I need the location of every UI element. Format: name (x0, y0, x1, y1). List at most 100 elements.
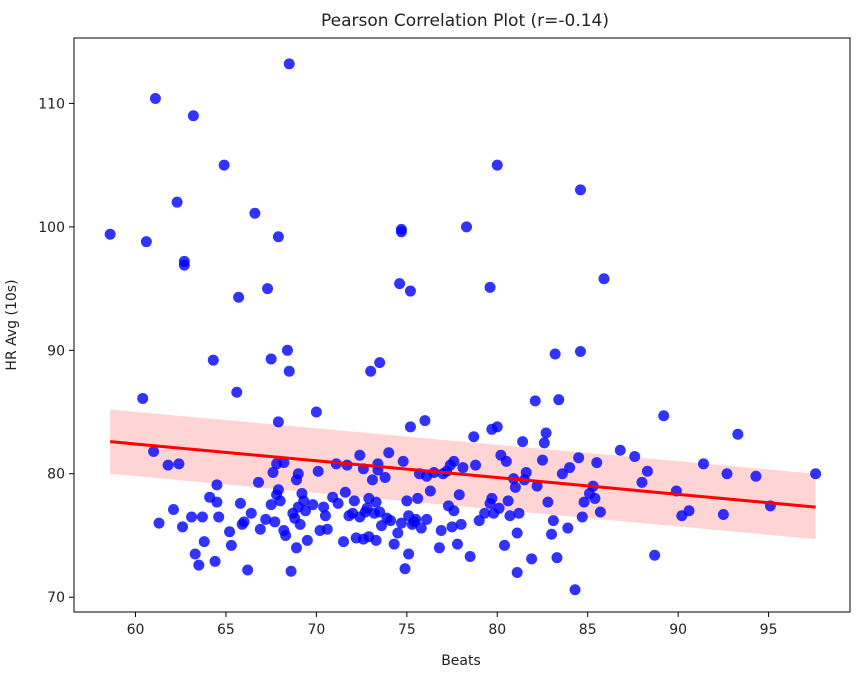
data-point (283, 365, 295, 377)
data-point (332, 497, 344, 509)
data-point (461, 221, 473, 233)
data-point (511, 527, 523, 539)
data-point (198, 536, 210, 548)
data-point (448, 505, 460, 517)
data-point (810, 468, 822, 480)
data-point (502, 495, 514, 507)
data-point (178, 259, 190, 271)
data-point (641, 465, 653, 477)
data-point (354, 449, 366, 461)
data-point (348, 495, 360, 507)
data-point (193, 559, 205, 571)
data-point (404, 421, 416, 433)
data-point (370, 496, 382, 508)
data-point (576, 511, 588, 523)
data-point (562, 522, 574, 534)
data-point (589, 492, 601, 504)
data-point (531, 480, 543, 492)
data-point (265, 353, 277, 365)
data-point (546, 528, 558, 540)
data-point (457, 462, 469, 474)
data-point (470, 459, 482, 471)
data-point (564, 462, 576, 474)
x-tick-label: 60 (127, 622, 145, 638)
data-point (517, 436, 529, 448)
data-point (374, 506, 386, 518)
data-point (649, 549, 661, 561)
data-point (301, 534, 313, 546)
data-point (294, 518, 306, 530)
data-point (513, 507, 525, 519)
data-point (394, 278, 406, 290)
data-point (529, 395, 541, 407)
data-point (491, 421, 503, 433)
data-point (278, 457, 290, 469)
data-point (392, 527, 404, 539)
data-point (403, 548, 415, 560)
data-point (167, 504, 179, 516)
data-point (464, 550, 476, 562)
data-point (520, 467, 532, 479)
data-point (253, 476, 265, 488)
data-point (388, 538, 400, 550)
data-point (453, 489, 465, 501)
data-point (162, 459, 174, 471)
data-point (189, 548, 201, 560)
data-point (238, 516, 250, 528)
data-point (549, 348, 561, 360)
data-point (196, 511, 208, 523)
data-point (265, 499, 277, 511)
data-point (319, 510, 331, 522)
data-point (298, 495, 310, 507)
data-point (281, 344, 293, 356)
data-point (509, 481, 521, 493)
data-point (318, 501, 330, 513)
y-tick-label: 110 (38, 96, 65, 112)
data-point (397, 455, 409, 467)
data-point (224, 526, 236, 538)
data-point (383, 447, 395, 459)
y-tick-label: 80 (47, 467, 65, 483)
data-point (493, 502, 505, 514)
data-point (137, 392, 149, 404)
data-point (260, 513, 272, 525)
data-point (491, 159, 503, 171)
data-point (479, 507, 491, 519)
data-point (370, 534, 382, 546)
data-point (395, 226, 407, 238)
data-point (486, 492, 498, 504)
data-point (395, 517, 407, 529)
data-point (578, 496, 590, 508)
y-tick-label: 100 (38, 220, 65, 236)
data-point (211, 496, 223, 508)
data-point (233, 291, 245, 303)
data-point (104, 228, 116, 240)
data-point (504, 510, 516, 522)
data-point (213, 511, 225, 523)
data-point (231, 386, 243, 398)
x-tick-label: 75 (398, 622, 416, 638)
data-point (149, 92, 161, 104)
data-point (446, 521, 458, 533)
data-point (374, 357, 386, 369)
x-axis-label: Beats (441, 653, 481, 669)
data-point (385, 515, 397, 527)
data-point (242, 564, 254, 576)
data-point (267, 467, 279, 479)
data-point (547, 515, 559, 527)
data-point (629, 450, 641, 462)
data-point (280, 529, 292, 541)
data-point (574, 184, 586, 196)
data-point (500, 455, 512, 467)
data-point (499, 539, 511, 551)
data-point (272, 231, 284, 243)
data-point (540, 427, 552, 439)
data-point (249, 207, 261, 219)
data-point (300, 505, 312, 517)
data-point (153, 517, 165, 529)
data-point (410, 513, 422, 525)
data-point (310, 406, 322, 418)
data-point (415, 522, 427, 534)
